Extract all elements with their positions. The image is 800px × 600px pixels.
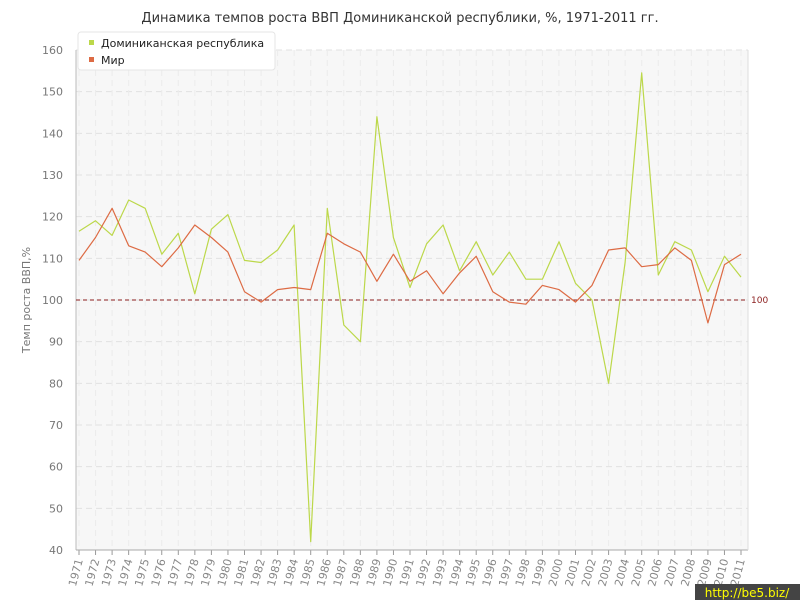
y-tick-labels: 40 50 60 70 80 90 100 110 120 130 140 150 160: [42, 44, 63, 557]
legend-swatch-dominican-republic: [89, 40, 94, 45]
legend-box: [77, 31, 276, 71]
watermark-background: [695, 584, 800, 600]
y-axis-label: Темп роста ВВП,%: [20, 247, 33, 354]
legend-swatch-world: [89, 57, 94, 62]
y-tick-label: 50: [49, 502, 63, 515]
y-tick-label: 130: [42, 169, 63, 182]
series-line-0: [78, 72, 742, 543]
legend-label-dominican-republic[interactable]: Доминиканская республика: [101, 37, 264, 50]
watermark[interactable]: http://be5.biz/: [695, 584, 800, 600]
series-group: [78, 72, 742, 543]
y-tick-label: 60: [49, 461, 63, 474]
watermark-text[interactable]: http://be5.biz/: [705, 586, 790, 600]
y-tick-label: 110: [42, 252, 63, 265]
y-tick-label: 80: [49, 377, 63, 390]
legend-label-world[interactable]: Мир: [101, 54, 125, 67]
y-tick-label: 140: [42, 127, 63, 140]
y-tick-label: 70: [49, 419, 63, 432]
y-tick-label: 40: [49, 544, 63, 557]
y-tick-label: 100: [42, 294, 63, 307]
legend[interactable]: Доминиканская республика Мир: [77, 31, 276, 71]
series-line-1: [78, 207, 742, 324]
reference-line-label: 100: [751, 296, 768, 306]
y-tick-label: 90: [49, 336, 63, 349]
chart-title: Динамика темпов роста ВВП Доминиканской …: [141, 11, 658, 26]
y-tick-label: 160: [42, 44, 63, 57]
y-tick-label: 150: [42, 86, 63, 99]
reference-line-group: 100: [76, 296, 768, 306]
x-tick-labels: 1971197219731974197519761977197819791980…: [66, 557, 748, 587]
x-tick-label: 2011: [728, 557, 748, 587]
y-tick-label: 120: [42, 211, 63, 224]
